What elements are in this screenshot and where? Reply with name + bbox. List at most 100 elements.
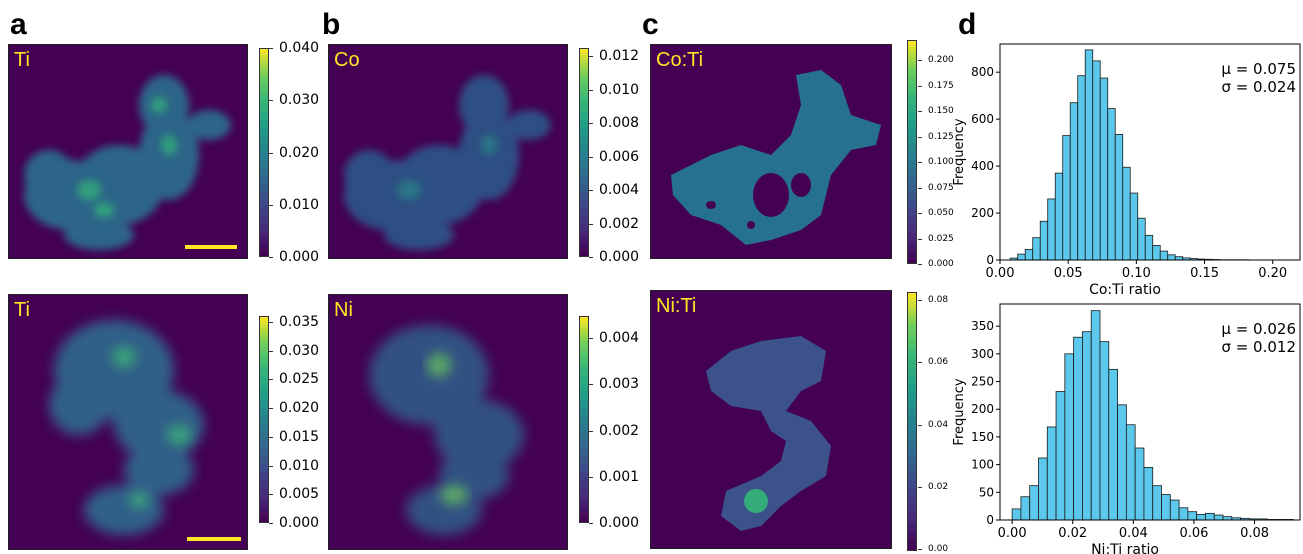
- colorbar-tick-label: 0.020: [279, 144, 320, 161]
- histogram-bar: [1107, 108, 1116, 261]
- coti-particle: [671, 70, 881, 245]
- histogram-bar: [1167, 254, 1176, 261]
- histogram-bar: [1090, 310, 1101, 521]
- colorbar-tick-label: 0.02: [928, 481, 949, 492]
- histogram-bar: [1020, 496, 1031, 521]
- y-tick-label: 400: [971, 159, 994, 173]
- y-tick-label: 300: [971, 347, 994, 361]
- histogram-bar: [1205, 512, 1215, 521]
- colorbar-tick-mark: [589, 56, 593, 57]
- stat-sigma: σ = 0.012: [1221, 338, 1296, 356]
- colorbar-tick-label: 0.020: [279, 400, 320, 417]
- stat-sigma: σ = 0.024: [1221, 78, 1296, 96]
- colorbar-tick-mark: [589, 89, 593, 91]
- histogram-bar: [1152, 245, 1161, 261]
- colorbar-tick-mark: [269, 494, 273, 496]
- y-tick-label: 250: [971, 375, 994, 389]
- colorbar-tick-label: 0.012: [599, 48, 640, 64]
- colorbar-tick-label: 0.005: [279, 486, 320, 503]
- niti-colorbar: [907, 292, 917, 551]
- histogram-bar: [1137, 217, 1146, 261]
- colorbar-tick-label: 0.035: [279, 314, 320, 330]
- panel-label-b: b: [322, 8, 341, 41]
- x-tick-label: 0.00: [986, 266, 1015, 281]
- histogram-bar: [1047, 198, 1056, 261]
- x-tick-label: 0.00: [998, 526, 1027, 541]
- histogram-bar: [1046, 426, 1057, 521]
- colorbar-tick-label: 0.000: [279, 515, 320, 531]
- histogram-bar: [1039, 220, 1049, 261]
- histogram-bar: [1152, 485, 1162, 521]
- ti-bottom-particle: [49, 320, 204, 535]
- colorbar-tick-label: 0.000: [599, 249, 640, 265]
- histogram-bar: [1099, 341, 1110, 521]
- stat-mu: μ = 0.026: [1221, 320, 1296, 338]
- ti-top-label: Ti: [14, 49, 30, 71]
- colorbar-tick-mark: [589, 156, 593, 158]
- colorbar-tick-mark: [269, 322, 273, 323]
- ti-map-top: Ti: [8, 44, 248, 259]
- histogram-bar: [1082, 331, 1092, 521]
- panel-label-d: d: [958, 8, 977, 41]
- colorbar-tick-label: 0.002: [599, 215, 640, 232]
- histogram-bar: [1084, 49, 1094, 261]
- colorbar-tick-label: 0.025: [279, 371, 320, 388]
- colorbar-tick-mark: [918, 300, 922, 301]
- niti-map: Ni:Ti: [650, 290, 892, 549]
- histogram-bar: [1125, 424, 1136, 521]
- colorbar-tick-label: 0.175: [928, 80, 954, 91]
- histogram-bar: [1108, 368, 1118, 521]
- colorbar-tick-mark: [269, 379, 273, 381]
- colorbar-tick-label: 0.000: [599, 515, 640, 531]
- coti-map: Co:Ti: [650, 44, 892, 259]
- histogram-bar: [1092, 60, 1101, 261]
- colorbar-tick-mark: [589, 384, 593, 386]
- colorbar-tick-label: 0.00: [928, 544, 949, 554]
- co-colorbar: [579, 48, 589, 257]
- histogram-bar: [1129, 192, 1139, 261]
- colorbar-tick-label: 0.010: [279, 196, 320, 213]
- co-particle: [344, 75, 551, 250]
- colorbar-tick-label: 0.06: [928, 357, 949, 368]
- y-axis-label: Frequency: [952, 378, 967, 445]
- colorbar-tick-mark: [269, 48, 273, 49]
- axes-frame: [999, 303, 1301, 521]
- colorbar-tick-mark: [269, 152, 273, 154]
- ti-top-colorbar: [259, 48, 269, 257]
- histogram-bar: [1134, 447, 1145, 521]
- scale-bar-top: [185, 245, 237, 249]
- histogram-bar: [1122, 166, 1131, 261]
- ni-colorbar: [579, 316, 589, 523]
- histogram-bar: [1069, 102, 1079, 261]
- histogram-bar: [1029, 485, 1039, 521]
- colorbar-tick-label: 0.006: [599, 148, 640, 165]
- histogram-bar: [1196, 514, 1206, 521]
- niti-particle: [706, 336, 831, 531]
- colorbar-tick-mark: [918, 162, 922, 163]
- histogram-bar: [1062, 135, 1071, 261]
- histogram-bar: [1114, 133, 1124, 261]
- colorbar-tick-label: 0.050: [928, 208, 954, 218]
- niti-histogram: 0.00 0.02 0.04 0.06 0.08 0 50 100 150 200 250 300 35…: [952, 303, 1301, 554]
- y-tick-label: 800: [971, 65, 994, 79]
- niti-label: Ni:Ti: [656, 295, 697, 317]
- y-tick-label: 200: [971, 206, 994, 220]
- y-tick-label: 600: [971, 112, 994, 126]
- histogram-bar: [1064, 353, 1075, 521]
- colorbar-tick-mark: [589, 190, 593, 191]
- histogram-bar: [1011, 508, 1022, 521]
- histogram-bar: [1024, 249, 1034, 261]
- y-tick-label: 100: [971, 458, 994, 472]
- colorbar-tick-label: 0.200: [928, 55, 954, 65]
- y-tick-label: 350: [971, 319, 994, 333]
- histogram-bar: [1055, 391, 1066, 521]
- colorbar-tick-label: 0.075: [928, 182, 954, 193]
- ni-particle: [369, 325, 524, 535]
- histogram-bar: [1017, 253, 1026, 261]
- co-map: Co: [328, 44, 568, 259]
- colorbar-tick-label: 0.010: [599, 81, 640, 98]
- x-tick-label: 0.20: [1258, 266, 1287, 281]
- histogram-bar: [1161, 494, 1171, 521]
- histogram-bar: [1032, 237, 1041, 261]
- colorbar-tick-label: 0.015: [279, 428, 320, 445]
